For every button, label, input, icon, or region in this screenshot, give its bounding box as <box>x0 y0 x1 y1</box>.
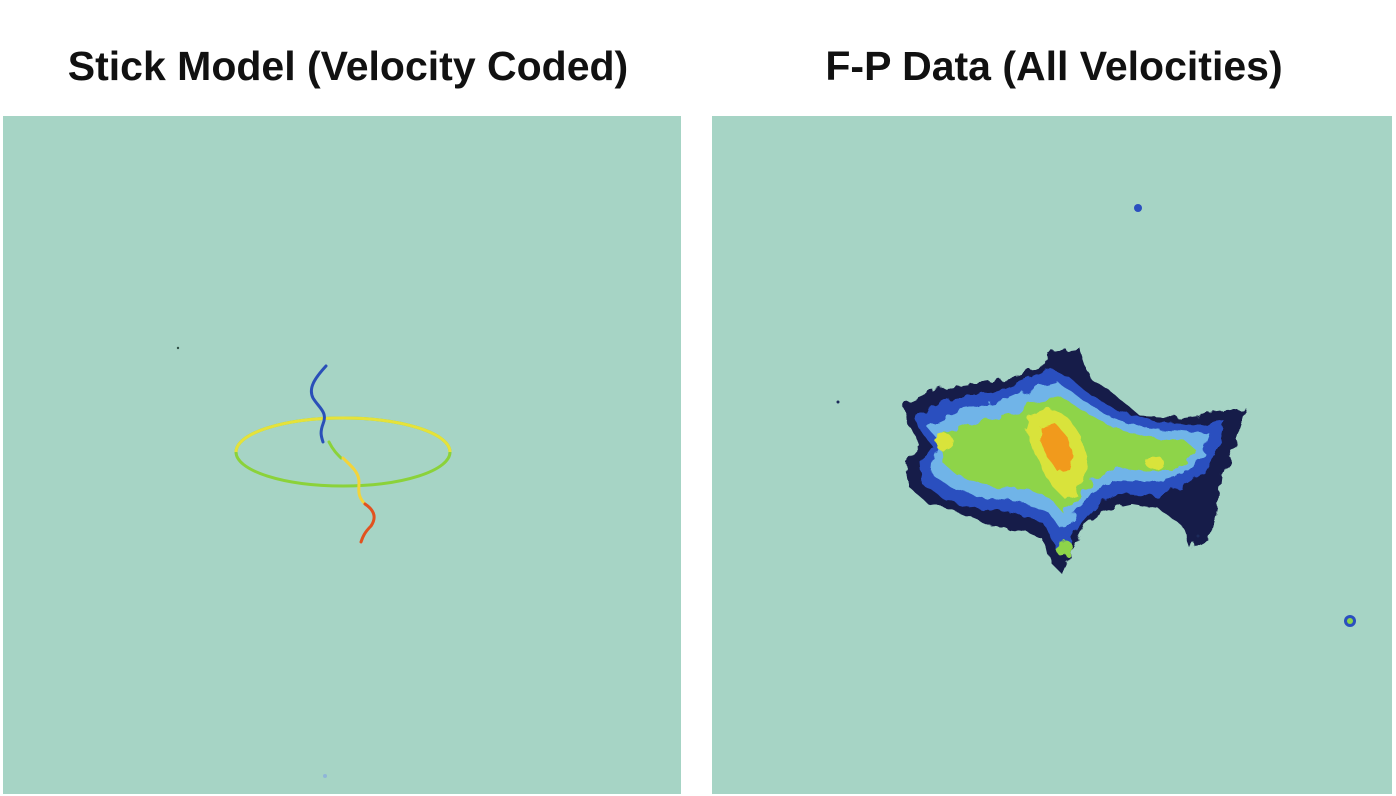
intensity-knot <box>934 434 954 450</box>
fp-data-image <box>712 116 1392 794</box>
stick-receding-segment <box>359 502 376 544</box>
left-panel-title: Stick Model (Velocity Coded) <box>67 43 629 89</box>
right-panel-title: F-P Data (All Velocities) <box>825 43 1283 89</box>
point-source <box>1134 204 1142 212</box>
noise-dot <box>176 346 180 350</box>
stick-mid-segment <box>341 456 367 506</box>
panel-background <box>3 116 681 794</box>
ring-upper-arc <box>234 416 452 453</box>
point-source <box>1347 618 1353 624</box>
stick-approaching-segment <box>309 364 328 444</box>
noise-dot <box>1196 534 1200 538</box>
emission-map <box>902 348 1246 574</box>
fp-data-panel <box>712 116 1392 794</box>
stick-model-image <box>3 116 681 794</box>
stick-model-panel <box>3 116 681 794</box>
intensity-knot <box>1056 539 1072 557</box>
stick-center-segment <box>327 440 343 460</box>
intensity-knot <box>1145 455 1163 469</box>
noise-dot <box>836 400 840 404</box>
intensity-peak-region <box>1040 424 1074 472</box>
noise-dot <box>323 774 327 778</box>
